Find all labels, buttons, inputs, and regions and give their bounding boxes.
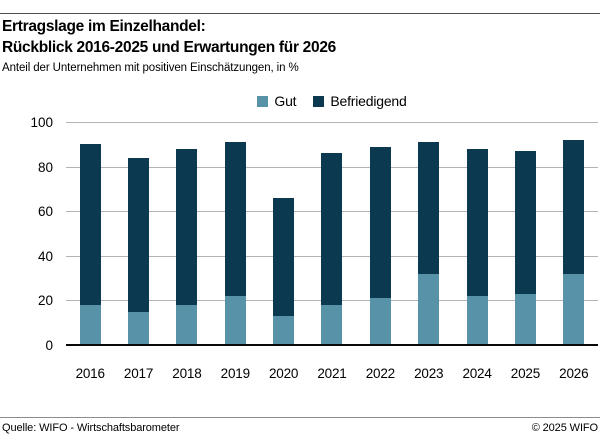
x-tick-label-2019: 2019: [220, 366, 250, 381]
bar-2025: [501, 122, 549, 345]
x-axis-line: [66, 344, 598, 346]
bar-2020: [259, 122, 307, 345]
y-tick-label-100: 100: [30, 115, 53, 130]
bar-stack-2017: [128, 157, 150, 345]
gridline-100: [66, 122, 598, 123]
legend-item-befriedigend: Befriedigend: [313, 93, 407, 109]
y-tick-label-20: 20: [37, 293, 53, 309]
bar-segment-2021-gut: [321, 304, 343, 345]
legend-label-befriedigend: Befriedigend: [330, 93, 407, 109]
x-tick-label-2020: 2020: [269, 366, 299, 381]
bar-2017: [114, 122, 162, 345]
bar-segment-2024-gut: [466, 295, 488, 345]
chart-subtitle: Anteil der Unternehmen mit positiven Ein…: [2, 62, 299, 74]
bar-2021: [308, 122, 356, 345]
x-tick-label-2023: 2023: [414, 366, 444, 381]
bar-segment-2021-befriedigend: [321, 153, 343, 305]
bar-2016: [66, 122, 114, 345]
bar-stack-2019: [224, 142, 246, 345]
bar-2018: [163, 122, 211, 345]
bar-segment-2017-gut: [128, 311, 150, 345]
bars-container: [66, 122, 598, 345]
legend-label-gut: Gut: [274, 93, 297, 109]
bar-segment-2018-befriedigend: [176, 148, 198, 305]
y-tick-label-0: 0: [45, 338, 53, 353]
bar-segment-2024-befriedigend: [466, 148, 488, 296]
bar-2026: [550, 122, 598, 345]
footer: Quelle: WIFO - Wirtschaftsbarometer © 20…: [2, 422, 598, 434]
bar-segment-2018-gut: [176, 304, 198, 345]
bar-stack-2016: [79, 144, 101, 345]
x-tick-label-2018: 2018: [172, 366, 202, 381]
x-tick-label-2026: 2026: [559, 366, 589, 381]
title-line-1: Ertragslage im Einzelhandel:: [2, 18, 206, 35]
title-line-2: Rückblick 2016-2025 und Erwartungen für …: [2, 39, 336, 56]
copyright-note: © 2025 WIFO: [531, 422, 598, 434]
bar-segment-2020-befriedigend: [273, 197, 295, 317]
bar-stack-2018: [176, 148, 198, 345]
bar-stack-2024: [466, 148, 488, 345]
x-tick-label-2024: 2024: [462, 366, 492, 381]
bar-segment-2020-gut: [273, 316, 295, 345]
chart-title: Ertragslage im Einzelhandel: Rückblick 2…: [2, 16, 336, 58]
footer-divider: [0, 417, 600, 418]
bar-segment-2023-befriedigend: [418, 142, 440, 274]
x-tick-label-2016: 2016: [75, 366, 105, 381]
x-tick-label-2022: 2022: [365, 366, 395, 381]
bar-stack-2023: [418, 142, 440, 345]
legend-swatch-gut: [257, 95, 269, 107]
y-tick-label-60: 60: [37, 204, 53, 220]
bar-stack-2025: [514, 151, 536, 345]
legend-swatch-befriedigend: [313, 95, 325, 107]
x-tick-label-2017: 2017: [123, 366, 154, 381]
bar-segment-2019-befriedigend: [224, 142, 246, 296]
bar-segment-2016-befriedigend: [79, 144, 101, 305]
bar-segment-2025-gut: [514, 293, 536, 345]
x-axis-labels: 2016 2017 2018 2019 2020 2021 2022 2023 2024 2025…: [66, 366, 598, 381]
bar-2019: [211, 122, 259, 345]
x-tick-label-2025: 2025: [510, 366, 541, 381]
bar-segment-2019-gut: [224, 295, 246, 345]
bar-stack-2026: [563, 139, 585, 345]
bar-stack-2020: [273, 197, 295, 345]
bar-stack-2022: [369, 146, 391, 345]
plot-area: 0 20 40 60 80 100: [30, 116, 598, 352]
bar-segment-2023-gut: [418, 273, 440, 345]
source-note: Quelle: WIFO - Wirtschaftsbarometer: [2, 422, 180, 434]
bar-segment-2017-befriedigend: [128, 157, 150, 312]
y-tick-label-80: 80: [37, 159, 53, 175]
bar-stack-2021: [321, 153, 343, 345]
bar-segment-2026-gut: [563, 273, 585, 345]
bar-segment-2022-befriedigend: [369, 146, 391, 299]
x-tick-label-2021: 2021: [317, 366, 347, 381]
bar-segment-2026-befriedigend: [563, 139, 585, 274]
bar-2023: [405, 122, 453, 345]
bar-2022: [356, 122, 404, 345]
bar-2024: [453, 122, 501, 345]
y-tick-label-40: 40: [37, 248, 53, 264]
legend-item-gut: Gut: [257, 93, 297, 109]
top-divider: [0, 13, 600, 14]
bar-segment-2022-gut: [369, 298, 391, 345]
legend: Gut Befriedigend: [66, 93, 598, 109]
bar-segment-2025-befriedigend: [514, 151, 536, 294]
bar-segment-2016-gut: [79, 304, 101, 345]
